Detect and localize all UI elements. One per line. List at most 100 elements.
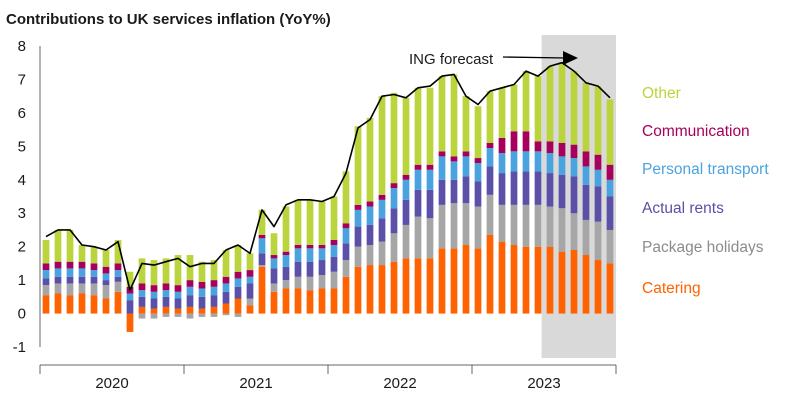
bar-catering-jun-2022 (390, 261, 398, 314)
bar-catering-nov-2021 (306, 290, 314, 314)
bar-communication-aug-2023 (558, 142, 566, 157)
bar-personal-transport-apr-2021 (222, 283, 230, 292)
bar-communication-nov-2021 (306, 244, 314, 249)
bar-other-nov-2023 (594, 86, 602, 155)
bar-personal-transport-oct-2021 (294, 248, 302, 262)
bar-package-holidays-dec-2020 (174, 313, 182, 317)
x-year-label: 2021 (239, 375, 272, 392)
forecast-arrow-head (563, 51, 578, 65)
bar-package-holidays-may-2020 (90, 283, 98, 296)
bar-other-dec-2022 (462, 96, 470, 152)
bar-catering-sep-2022 (426, 258, 434, 314)
bar-other-may-2020 (90, 246, 98, 264)
bar-personal-transport-sep-2022 (426, 169, 434, 190)
bar-package-holidays-jan-2021 (186, 313, 194, 319)
bar-actual-rents-sep-2022 (426, 189, 434, 219)
bar-catering-apr-2022 (366, 265, 374, 314)
bar-actual-rents-oct-2021 (294, 261, 302, 277)
bar-actual-rents-nov-2023 (594, 186, 602, 222)
bar-actual-rents-mar-2022 (354, 226, 362, 247)
bar-catering-sep-2020 (138, 306, 146, 314)
bar-package-holidays-dec-2021 (318, 275, 326, 289)
bar-communication-jan-2021 (186, 280, 194, 287)
y-tick-label: 5 (18, 138, 26, 155)
legend-item-catering: Catering (642, 280, 701, 297)
bar-personal-transport-jun-2023 (534, 151, 542, 172)
bar-other-sep-2022 (426, 87, 434, 165)
bar-communication-jun-2023 (534, 141, 542, 152)
bar-communication-sep-2023 (570, 144, 578, 159)
bar-package-holidays-mar-2023 (498, 204, 506, 242)
bar-catering-nov-2022 (450, 248, 458, 314)
bar-catering-feb-2022 (342, 276, 350, 314)
bar-package-holidays-may-2021 (234, 313, 242, 317)
bar-personal-transport-oct-2023 (582, 166, 590, 185)
bar-communication-may-2023 (522, 131, 530, 152)
bar-package-holidays-apr-2022 (366, 244, 374, 266)
bar-package-holidays-jun-2020 (102, 285, 110, 299)
bar-communication-mar-2023 (498, 137, 506, 154)
bar-catering-jun-2021 (246, 305, 254, 314)
x-year-label: 2023 (527, 375, 560, 392)
bar-other-sep-2023 (570, 71, 578, 145)
bar-personal-transport-apr-2020 (78, 268, 86, 277)
legend: Other Communication Personal transport Actu… (642, 85, 769, 297)
bar-other-oct-2020 (150, 260, 158, 286)
bar-other-nov-2020 (162, 258, 170, 284)
bar-other-jun-2021 (246, 253, 254, 271)
bar-other-aug-2022 (414, 87, 422, 165)
bar-communication-jun-2021 (246, 270, 254, 277)
bar-other-mar-2021 (210, 260, 218, 281)
bar-other-nov-2022 (450, 74, 458, 157)
forecast-shade-layer (541, 35, 616, 358)
bar-actual-rents-feb-2020 (54, 276, 62, 284)
bar-personal-transport-dec-2023 (606, 179, 614, 197)
bar-actual-rents-mar-2020 (66, 276, 74, 284)
y-tick-label: -1 (13, 339, 26, 356)
legend-item-communication: Communication (642, 123, 750, 140)
bar-personal-transport-apr-2022 (366, 206, 374, 225)
bar-actual-rents-may-2020 (90, 276, 98, 284)
bar-catering-apr-2021 (222, 303, 230, 314)
x-year-label: 2020 (95, 375, 128, 392)
bar-actual-rents-jan-2021 (186, 295, 194, 307)
bar-package-holidays-aug-2022 (414, 216, 422, 259)
bar-actual-rents-apr-2023 (510, 171, 518, 205)
bar-catering-oct-2021 (294, 288, 302, 314)
bar-catering-aug-2021 (270, 291, 278, 314)
bar-communication-dec-2022 (462, 151, 470, 157)
bar-personal-transport-jun-2021 (246, 276, 254, 284)
bar-actual-rents-nov-2022 (450, 179, 458, 204)
bar-personal-transport-jan-2023 (474, 163, 482, 182)
bar-other-mar-2020 (66, 229, 74, 262)
bar-other-jan-2022 (330, 196, 338, 240)
bar-communication-oct-2022 (438, 151, 446, 157)
bar-actual-rents-oct-2023 (582, 184, 590, 220)
bar-other-apr-2022 (366, 117, 374, 202)
bar-actual-rents-sep-2020 (138, 296, 146, 307)
bar-catering-oct-2022 (438, 248, 446, 314)
bar-personal-transport-jul-2022 (402, 179, 410, 200)
bar-personal-transport-mar-2022 (354, 209, 362, 227)
bar-communication-jun-2022 (390, 183, 398, 189)
bar-personal-transport-jan-2022 (330, 244, 338, 257)
legend-item-personal-transport: Personal transport (642, 161, 769, 178)
bar-other-jun-2023 (534, 76, 542, 142)
bar-actual-rents-aug-2020 (126, 300, 134, 314)
bar-package-holidays-jan-2023 (474, 206, 482, 249)
bar-catering-mar-2022 (354, 266, 362, 314)
bar-package-holidays-oct-2020 (150, 313, 158, 319)
bar-other-feb-2023 (486, 91, 494, 143)
bar-personal-transport-jul-2021 (258, 238, 266, 254)
bar-catering-jan-2021 (186, 306, 194, 314)
bar-actual-rents-may-2022 (378, 218, 386, 242)
bar-personal-transport-mar-2023 (498, 153, 506, 174)
y-tick-label: 7 (18, 71, 26, 88)
bar-actual-rents-feb-2023 (486, 166, 494, 195)
bar-other-jan-2020 (42, 239, 50, 264)
bar-package-holidays-nov-2021 (306, 276, 314, 291)
bar-package-holidays-mar-2022 (354, 246, 362, 267)
bar-package-holidays-jul-2022 (402, 224, 410, 259)
bar-actual-rents-apr-2021 (222, 291, 230, 304)
bar-other-mar-2023 (498, 87, 506, 138)
